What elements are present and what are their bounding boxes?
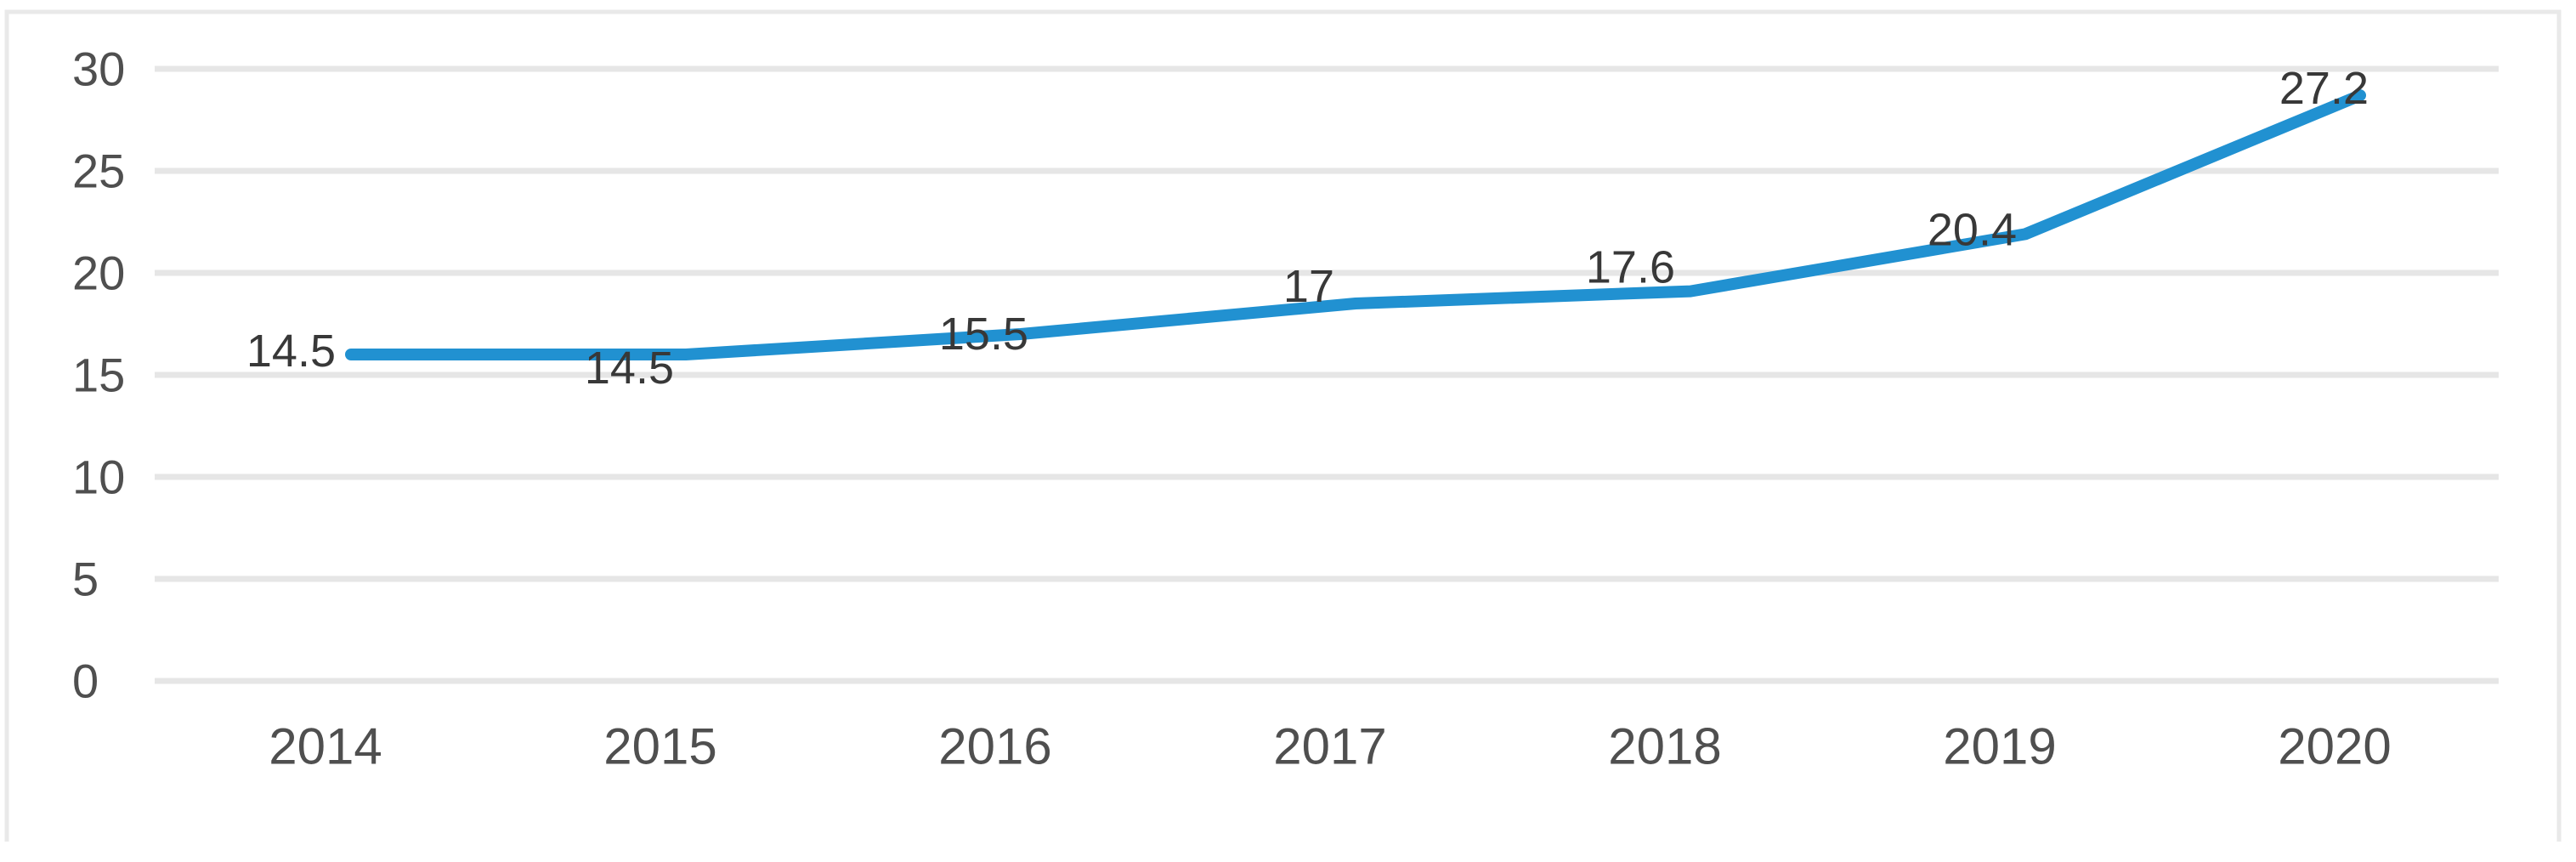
- x-axis-tick-label: 2017: [1273, 718, 1386, 775]
- x-axis-tick-label: 2016: [938, 718, 1051, 775]
- x-axis-tick-label: 2020: [2278, 718, 2391, 775]
- y-axis-tick-label: 10: [72, 451, 125, 504]
- x-axis-tick-label: 2018: [1608, 718, 1721, 775]
- y-axis-tick-label: 30: [72, 43, 125, 96]
- x-axis-tick-label: 2019: [1943, 718, 2056, 775]
- data-labels-group: 14.5 14.5 15.5 17 17.6 20.4 27.2: [246, 63, 2369, 394]
- gridlines-group: [155, 65, 2499, 684]
- data-point-label: 17: [1283, 261, 1334, 312]
- x-axis-tick-label: 2015: [603, 718, 716, 775]
- data-series-line: [345, 89, 2366, 360]
- y-axis-tick-label: 20: [72, 247, 125, 300]
- y-axis-tick-label: 0: [72, 655, 99, 708]
- y-axis-tick-label: 15: [72, 349, 125, 402]
- chart-frame-border: [4, 9, 2562, 842]
- data-point-label: 14.5: [585, 343, 674, 394]
- series-group: [345, 89, 2366, 360]
- y-axis-tick-label: 25: [72, 145, 125, 198]
- x-axis-tick-label: 2014: [269, 718, 382, 775]
- data-point-label: 17.6: [1586, 242, 1675, 293]
- x-axis-tick-labels: 2014 2015 2016 2017 2018 2019 2020: [269, 718, 2391, 775]
- data-point-label: 14.5: [246, 326, 336, 377]
- y-axis-tick-labels: 30 25 20 15 10 5 0: [72, 43, 125, 708]
- data-point-label: 15.5: [939, 309, 1028, 360]
- data-point-label: 27.2: [2279, 63, 2369, 114]
- data-point-label: 20.4: [1928, 204, 2017, 255]
- y-axis-tick-label: 5: [72, 553, 99, 606]
